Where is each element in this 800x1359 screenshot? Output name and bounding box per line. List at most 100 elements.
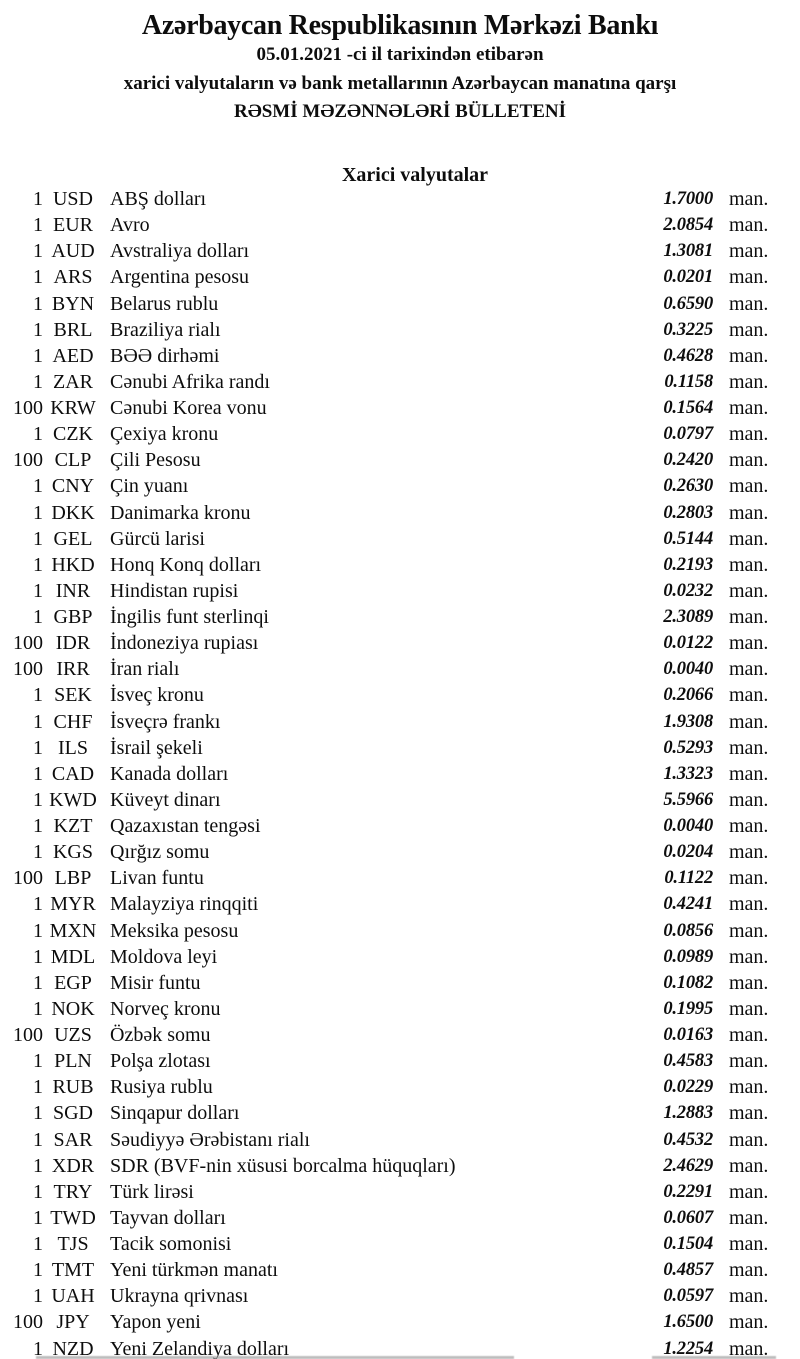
rate-row: 1 NOK Norveç kronu 0.1995 man. [0,996,800,1022]
quantity: 100 [13,449,43,472]
currency-name: İsveçrə frankı [110,710,221,733]
currency-code: TRY [53,1180,93,1203]
rate-row: 1 RUB Rusiya rublu 0.0229 man. [0,1075,800,1101]
currency-name: SDR (BVF-nin xüsusi borcalma hüquqları) [110,1154,456,1177]
rate-row: 1 MXN Meksika pesosu 0.0856 man. [0,918,800,944]
quantity: 1 [33,606,43,629]
currency-code: ILS [58,736,88,759]
rate-value: 0.5293 [663,737,713,758]
unit-label: man. [729,527,769,550]
bulletin-header: Azərbaycan Respublikasının Mərkəzi Bankı… [0,0,800,127]
currency-name: Braziliya rialı [110,318,221,341]
rate-value: 0.1122 [664,868,713,889]
currency-code: CHF [53,710,93,733]
rate-value: 1.2254 [663,1338,713,1359]
unit-label: man. [729,710,769,733]
quantity: 100 [13,632,43,655]
currency-name: Qazaxıstan tengəsi [110,815,261,838]
quantity: 1 [33,919,43,942]
rate-row: 1 TMT Yeni türkmən manatı 0.4857 man. [0,1258,800,1284]
rate-row: 1 SGD Sinqapur dolları 1.2883 man. [0,1101,800,1127]
currency-code: IRR [56,658,90,681]
unit-label: man. [729,919,769,942]
rate-value: 0.4241 [663,894,713,915]
rate-row: 1 TWD Tayvan dolları 0.0607 man. [0,1205,800,1231]
rate-value: 0.1082 [663,972,713,993]
unit-label: man. [729,762,769,785]
currency-code: GBP [53,606,93,629]
rate-row: 1 CZK Çexiya kronu 0.0797 man. [0,422,800,448]
rate-row: 100 IRR İran rialı 0.0040 man. [0,657,800,683]
rate-value: 0.2193 [663,554,713,575]
quantity: 1 [33,423,43,446]
rate-value: 0.0989 [663,946,713,967]
currency-name: ABŞ dolları [110,188,207,211]
unit-label: man. [729,736,769,759]
currency-name: Meksika pesosu [110,919,239,942]
quantity: 1 [33,370,43,393]
currency-code: TJS [57,1233,89,1256]
unit-label: man. [729,1154,769,1177]
quantity: 1 [33,240,43,263]
currency-name: Honq Konq dolları [110,553,262,576]
unit-label: man. [729,292,769,315]
unit-label: man. [729,1024,769,1047]
unit-label: man. [729,214,769,237]
rate-value: 1.6500 [663,1312,713,1333]
unit-label: man. [729,788,769,811]
currency-name: Avro [110,214,150,237]
currency-name: BƏƏ dirhəmi [110,344,220,367]
bank-name: Azərbaycan Respublikasının Mərkəzi Bankı [141,10,659,41]
quantity: 1 [33,292,43,315]
currency-code: KGS [52,841,93,864]
currency-code: KWD [49,788,97,811]
rate-row: 1 GEL Gürcü larisi 0.5144 man. [0,526,800,552]
rate-row: 1 XDR SDR (BVF-nin xüsusi borcalma hüquqla… [0,1153,800,1179]
currency-code: LBP [54,867,92,890]
quantity: 1 [33,475,43,498]
unit-label: man. [729,1050,769,1073]
rate-value: 0.0122 [663,633,713,654]
currency-name: Kanada dolları [110,762,229,785]
quantity: 1 [33,188,43,211]
quantity: 1 [33,344,43,367]
quantity: 1 [33,736,43,759]
quantity: 1 [33,1259,43,1282]
currency-name: Qırğız somu [110,841,210,864]
rate-row: 1 TRY Türk lirəsi 0.2291 man. [0,1179,800,1205]
unit-label: man. [729,867,769,890]
currency-code: IDR [55,632,91,655]
currency-name: Yeni Zelandiya dolları [110,1337,290,1359]
currency-code: NOK [51,997,95,1020]
rate-value: 0.1995 [663,998,713,1019]
rate-value: 0.2420 [663,450,713,471]
rate-value: 0.0597 [663,1286,713,1307]
bulletin-title: RƏSMİ MƏZƏNNƏLƏRİ BÜLLETENİ [233,101,566,122]
quantity: 1 [33,684,43,707]
unit-label: man. [729,1337,769,1359]
currency-code: AED [52,344,94,367]
rate-value: 0.2630 [663,476,713,497]
rate-value: 0.2803 [663,502,713,523]
quantity: 1 [33,266,43,289]
rate-row: 1 KGS Qırğız somu 0.0204 man. [0,840,800,866]
quantity: 1 [33,1180,43,1203]
quantity: 1 [33,1337,43,1359]
quantity: 1 [33,710,43,733]
currency-name: Avstraliya dolları [110,240,250,263]
rate-value: 1.3323 [663,763,713,784]
currency-code: MXN [49,919,97,942]
currency-name: Ukrayna qrivnası [110,1285,249,1308]
currency-name: Misir funtu [110,971,201,994]
unit-label: man. [729,606,769,629]
rate-value: 0.4857 [663,1260,713,1281]
currency-name: Sinqapur dolları [110,1102,240,1125]
currency-name: Malayziya rinqqiti [110,893,259,916]
currency-code: BYN [51,292,95,315]
rate-row: 1 MYR Malayziya rinqqiti 0.4241 man. [0,892,800,918]
quantity: 100 [13,397,43,420]
rate-value: 0.1564 [663,398,713,419]
unit-label: man. [729,501,769,524]
quantity: 1 [33,1050,43,1073]
unit-label: man. [729,997,769,1020]
